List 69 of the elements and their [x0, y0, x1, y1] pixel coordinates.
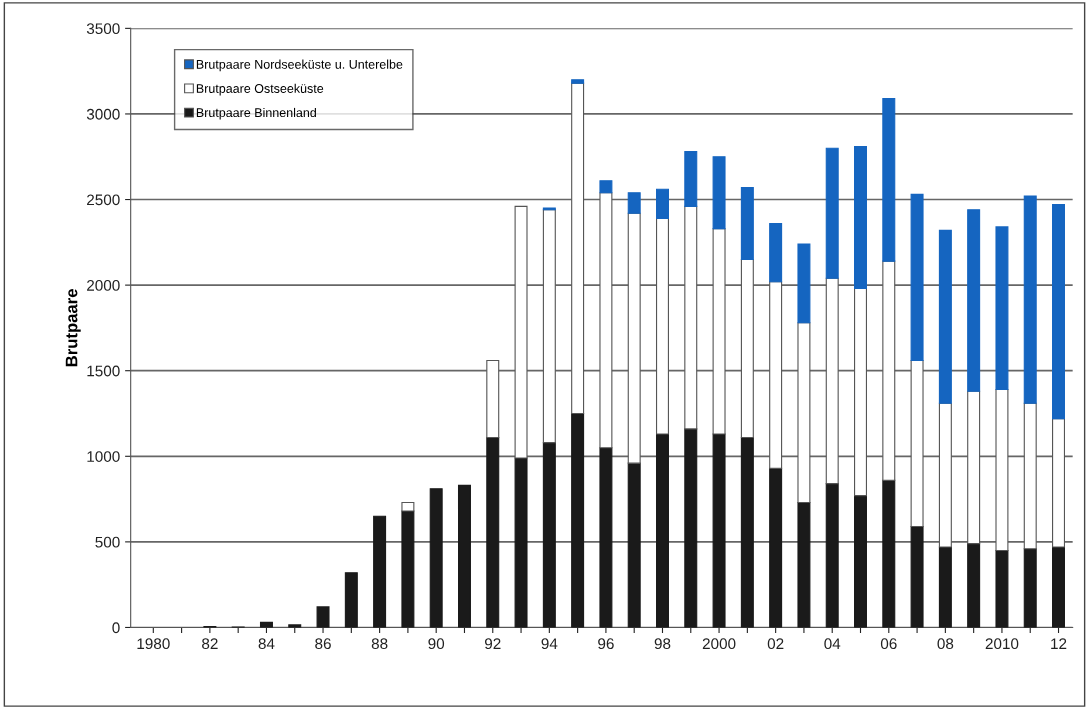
bar [825, 277, 839, 485]
x-tick-label: 04 [824, 638, 841, 650]
bar [1023, 402, 1037, 550]
bar [967, 390, 981, 545]
x-tick-label: 96 [598, 638, 614, 650]
y-tick-label: 2000 [87, 279, 120, 291]
x-tick-label: 82 [202, 638, 218, 650]
x-tick-label: 92 [484, 638, 501, 650]
bar [797, 243, 811, 324]
bar [655, 188, 669, 219]
bar [599, 192, 613, 449]
y-tick-label: 3500 [86, 23, 120, 35]
bar [514, 205, 528, 459]
bar [740, 258, 754, 439]
bar [967, 209, 981, 392]
bar [740, 186, 754, 260]
bar [627, 192, 641, 214]
bar [684, 151, 698, 207]
legend-label: Brutpaare Ostseeküste [196, 83, 324, 96]
bar [825, 147, 839, 279]
y-tick-label: 3000 [86, 108, 120, 120]
bar [910, 359, 924, 528]
x-tick-label: 08 [937, 638, 954, 650]
y-tick-label: 1500 [87, 365, 120, 377]
x-tick-label: 88 [371, 638, 388, 650]
bar [769, 222, 783, 283]
bar [938, 402, 952, 548]
bar [769, 281, 783, 469]
bar [797, 322, 811, 504]
x-tick-label: 2010 [985, 638, 1019, 650]
x-tick-label: 84 [258, 638, 275, 650]
y-tick-label: 0 [112, 622, 120, 634]
legend-label: Brutpaare Nordseeküste u. Unterelbe [196, 59, 403, 72]
bar [910, 193, 924, 361]
bar [1052, 418, 1066, 548]
x-tick-label: 86 [315, 638, 331, 650]
bar [938, 229, 952, 404]
legend-label: Brutpaare Binnenland [196, 107, 316, 120]
y-tick-label: 500 [95, 536, 120, 548]
x-tick-label: 90 [428, 638, 445, 650]
bar [854, 145, 868, 290]
bar [712, 228, 726, 435]
x-tick-label: 98 [654, 638, 671, 650]
bar [995, 226, 1009, 391]
bar [542, 209, 556, 444]
bar [882, 260, 896, 481]
bar [1052, 204, 1066, 420]
bar [401, 501, 415, 512]
x-tick-label: 12 [1051, 638, 1067, 649]
bar [599, 180, 613, 194]
x-tick-label: 94 [541, 638, 558, 650]
y-tick-label: 2500 [87, 194, 120, 206]
bar [995, 388, 1009, 551]
bar [571, 79, 585, 84]
bar [712, 156, 726, 230]
y-axis-title: Brutpaare [65, 289, 81, 367]
x-tick-label: 2000 [702, 638, 736, 650]
bar [684, 205, 698, 430]
bar [882, 97, 896, 262]
y-tick-label: 1000 [87, 451, 120, 462]
x-tick-label: 02 [767, 638, 784, 650]
x-tick-label: 06 [880, 638, 897, 650]
bar [486, 359, 500, 439]
bar [1023, 195, 1037, 404]
bar [655, 217, 669, 435]
bar [627, 212, 641, 464]
bar [571, 82, 585, 415]
x-tick-label: 1980 [137, 638, 170, 650]
bar [854, 287, 868, 497]
